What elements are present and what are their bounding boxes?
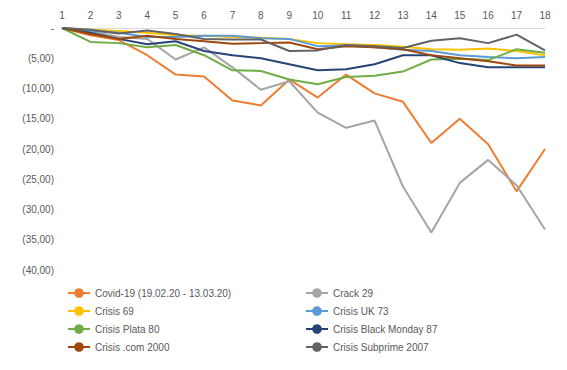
svg-text:Crisis Plata 80: Crisis Plata 80 [95, 324, 160, 335]
svg-text:8: 8 [258, 10, 264, 21]
svg-text:18: 18 [539, 10, 551, 21]
svg-text:4: 4 [144, 10, 150, 21]
svg-text:(30,00): (30,00) [22, 204, 54, 215]
svg-text:Crisis 69: Crisis 69 [95, 306, 134, 317]
svg-text:17: 17 [511, 10, 523, 21]
svg-text:13: 13 [397, 10, 409, 21]
svg-text:14: 14 [426, 10, 438, 21]
svg-text:15: 15 [454, 10, 466, 21]
svg-text:3: 3 [116, 10, 122, 21]
svg-text:(15,00): (15,00) [22, 113, 54, 124]
svg-text:(20,00): (20,00) [22, 144, 54, 155]
svg-text:Crisis Subprime 2007: Crisis Subprime 2007 [333, 342, 429, 353]
svg-text:2: 2 [88, 10, 94, 21]
svg-text:(25,00): (25,00) [22, 174, 54, 185]
svg-text:7: 7 [230, 10, 236, 21]
svg-text:Crisis Black Monday 87: Crisis Black Monday 87 [333, 324, 438, 335]
svg-text:-: - [51, 23, 54, 34]
svg-text:10: 10 [312, 10, 324, 21]
svg-text:5: 5 [173, 10, 179, 21]
svg-text:(10,00): (10,00) [22, 83, 54, 94]
svg-text:Crisis .com 2000: Crisis .com 2000 [95, 342, 170, 353]
svg-text:(40,00): (40,00) [22, 265, 54, 276]
svg-text:1: 1 [59, 10, 65, 21]
svg-text:(5,00): (5,00) [28, 53, 54, 64]
svg-text:Covid-19 (19.02.20 - 13.03.20): Covid-19 (19.02.20 - 13.03.20) [95, 288, 231, 299]
svg-text:6: 6 [201, 10, 207, 21]
svg-text:9: 9 [287, 10, 293, 21]
svg-text:12: 12 [369, 10, 381, 21]
svg-text:Crisis UK 73: Crisis UK 73 [333, 306, 389, 317]
svg-text:11: 11 [341, 10, 352, 21]
svg-text:Crack 29: Crack 29 [333, 288, 373, 299]
svg-text:16: 16 [483, 10, 495, 21]
svg-text:(35,00): (35,00) [22, 234, 54, 245]
